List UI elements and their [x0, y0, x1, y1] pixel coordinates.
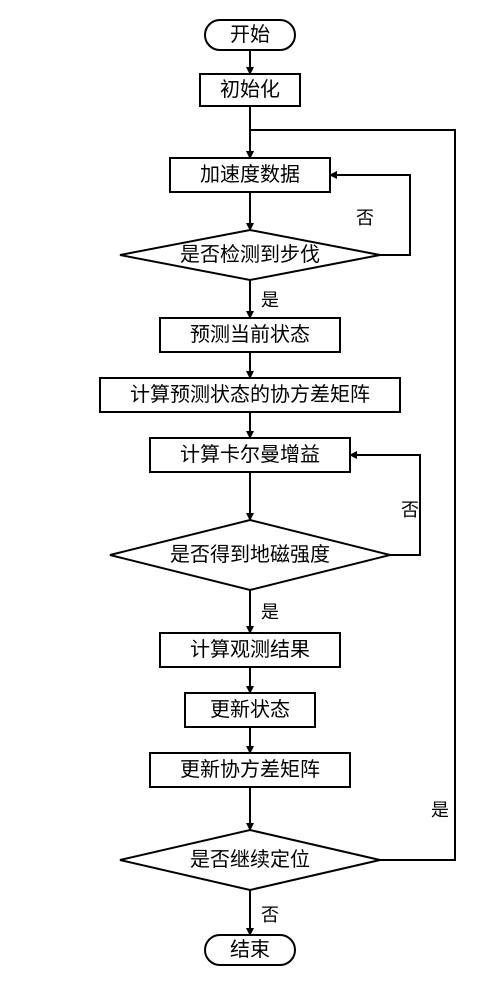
- edge-label: 是: [261, 602, 279, 622]
- node-label: 计算观测结果: [190, 638, 310, 661]
- edge-label: 否: [356, 208, 374, 228]
- node-label: 是否得到地磁强度: [170, 543, 330, 566]
- node-label: 更新协方差矩阵: [180, 758, 320, 781]
- edge-label: 否: [401, 500, 419, 520]
- node-label: 开始: [230, 23, 270, 46]
- edge-label: 是: [431, 800, 449, 820]
- node-label: 计算卡尔曼增益: [180, 443, 320, 466]
- node-label: 更新状态: [210, 698, 290, 721]
- edge-label: 否: [261, 905, 279, 925]
- flowchart: 是是否否否是开始初始化加速度数据是否检测到步伐预测当前状态计算预测状态的协方差矩…: [0, 0, 500, 1000]
- node-label: 是否继续定位: [190, 848, 310, 871]
- node-label: 初始化: [220, 78, 280, 101]
- edge-label: 是: [261, 290, 279, 310]
- node-label: 预测当前状态: [190, 323, 310, 346]
- node-label: 结束: [230, 938, 270, 961]
- node-label: 是否检测到步伐: [180, 243, 320, 266]
- node-label: 计算预测状态的协方差矩阵: [130, 383, 370, 406]
- node-label: 加速度数据: [200, 163, 300, 186]
